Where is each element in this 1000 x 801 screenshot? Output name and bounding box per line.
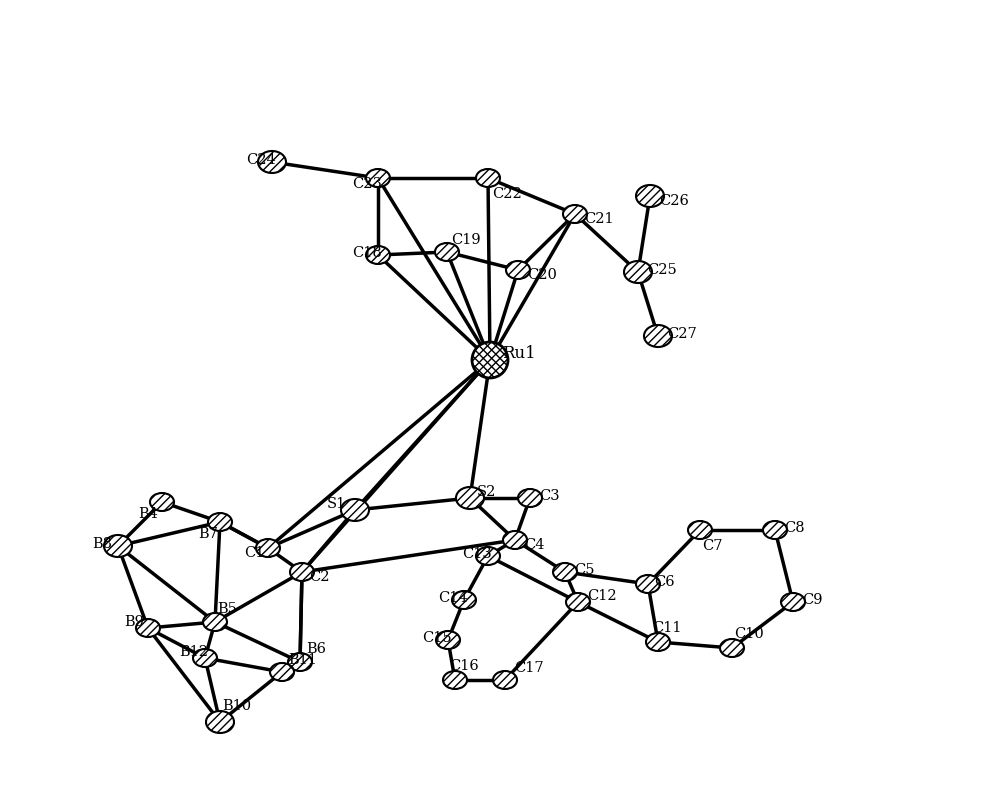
Ellipse shape — [763, 521, 787, 539]
Text: C8: C8 — [784, 521, 805, 535]
Text: C3: C3 — [539, 489, 560, 503]
Text: C6: C6 — [654, 575, 675, 589]
Text: C2: C2 — [309, 570, 330, 584]
Ellipse shape — [443, 671, 467, 689]
Ellipse shape — [476, 547, 500, 565]
Text: B9: B9 — [124, 615, 144, 629]
Ellipse shape — [452, 591, 476, 609]
Text: C14: C14 — [438, 591, 468, 605]
Ellipse shape — [506, 261, 530, 279]
Ellipse shape — [366, 169, 390, 187]
Ellipse shape — [104, 535, 132, 557]
Ellipse shape — [553, 563, 577, 581]
Text: C12: C12 — [587, 589, 617, 603]
Ellipse shape — [472, 342, 508, 378]
Text: S2: S2 — [477, 485, 496, 499]
Ellipse shape — [203, 613, 227, 631]
Ellipse shape — [206, 711, 234, 733]
Text: C5: C5 — [574, 563, 594, 577]
Text: C7: C7 — [702, 539, 722, 553]
Text: B5: B5 — [217, 602, 237, 616]
Ellipse shape — [193, 649, 217, 667]
Text: C11: C11 — [652, 621, 682, 635]
Text: C21: C21 — [584, 212, 614, 226]
Ellipse shape — [208, 513, 232, 531]
Text: B10: B10 — [222, 699, 251, 713]
Ellipse shape — [341, 499, 369, 521]
Text: C23: C23 — [352, 177, 382, 191]
Text: C4: C4 — [524, 538, 544, 552]
Text: C17: C17 — [514, 661, 544, 675]
Ellipse shape — [456, 487, 484, 509]
Text: C1: C1 — [244, 546, 264, 560]
Ellipse shape — [563, 205, 587, 223]
Text: C15: C15 — [422, 631, 452, 645]
Ellipse shape — [256, 539, 280, 557]
Ellipse shape — [288, 653, 312, 671]
Text: B8: B8 — [92, 537, 112, 551]
Text: C24: C24 — [246, 153, 276, 167]
Ellipse shape — [503, 531, 527, 549]
Ellipse shape — [476, 169, 500, 187]
Ellipse shape — [624, 261, 652, 283]
Text: C27: C27 — [667, 327, 697, 341]
Text: C22: C22 — [492, 187, 522, 201]
Text: C25: C25 — [647, 263, 677, 277]
Ellipse shape — [566, 593, 590, 611]
Text: B7: B7 — [198, 527, 218, 541]
Ellipse shape — [644, 325, 672, 347]
Text: S1: S1 — [327, 497, 346, 511]
Text: B4: B4 — [138, 507, 158, 521]
Ellipse shape — [270, 663, 294, 681]
Ellipse shape — [688, 521, 712, 539]
Ellipse shape — [290, 563, 314, 581]
Text: Ru1: Ru1 — [502, 345, 536, 363]
Text: C10: C10 — [734, 627, 764, 641]
Text: C19: C19 — [451, 233, 481, 247]
Ellipse shape — [518, 489, 542, 507]
Text: B12: B12 — [179, 645, 208, 659]
Text: C20: C20 — [527, 268, 557, 282]
Ellipse shape — [150, 493, 174, 511]
Text: C16: C16 — [449, 659, 479, 673]
Ellipse shape — [636, 575, 660, 593]
Ellipse shape — [646, 633, 670, 651]
Text: C13: C13 — [462, 547, 492, 561]
Ellipse shape — [781, 593, 805, 611]
Text: C9: C9 — [802, 593, 822, 607]
Text: C18: C18 — [352, 246, 382, 260]
Ellipse shape — [435, 243, 459, 261]
Ellipse shape — [720, 639, 744, 657]
Ellipse shape — [136, 619, 160, 637]
Ellipse shape — [493, 671, 517, 689]
Ellipse shape — [366, 246, 390, 264]
Ellipse shape — [436, 631, 460, 649]
Ellipse shape — [258, 151, 286, 173]
Text: B6: B6 — [306, 642, 326, 656]
Ellipse shape — [636, 185, 664, 207]
Text: B11: B11 — [288, 653, 317, 667]
Text: C26: C26 — [659, 194, 689, 208]
